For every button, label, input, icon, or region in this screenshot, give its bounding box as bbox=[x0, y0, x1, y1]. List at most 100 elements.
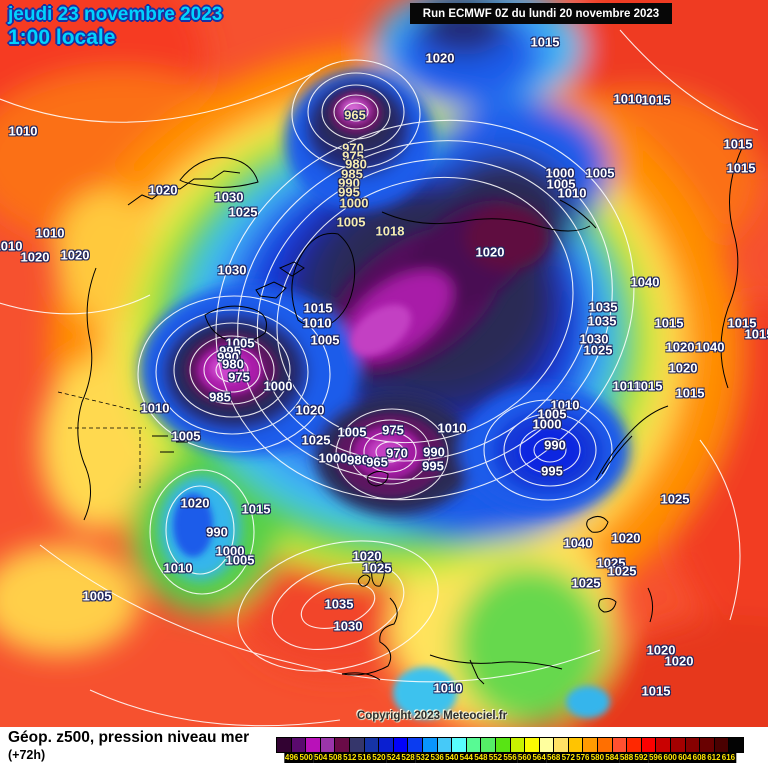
pressure-label: 1035 bbox=[588, 299, 618, 315]
pressure-label: 1005 bbox=[82, 588, 112, 604]
pressure-label: 1005 bbox=[310, 332, 340, 348]
pressure-label: 1020 bbox=[664, 653, 694, 669]
pressure-label: 1020 bbox=[425, 50, 455, 66]
pressure-label: 1030 bbox=[333, 618, 363, 634]
legend-title: Géop. z500, pression niveau mer bbox=[8, 729, 250, 746]
colorbar-segment bbox=[714, 738, 729, 752]
colorbar-segment bbox=[306, 738, 320, 752]
colorbar-segment bbox=[612, 738, 627, 752]
pressure-label: 1025 bbox=[362, 560, 392, 576]
pressure-label: 1000 bbox=[532, 416, 562, 432]
colorbar-segments bbox=[276, 737, 744, 753]
pressure-label: 970 bbox=[342, 140, 364, 156]
valid-hour-text: 1:00 locale bbox=[8, 25, 116, 49]
colorbar-segment bbox=[291, 738, 306, 752]
colorbar-value: 524 bbox=[385, 753, 402, 763]
colorbar-segment bbox=[335, 738, 349, 752]
pressure-label: 1005 bbox=[225, 552, 255, 568]
pressure-label: 1000 bbox=[339, 195, 369, 211]
colorbar-value: 584 bbox=[604, 753, 620, 763]
pressure-label: 975 bbox=[382, 422, 404, 438]
pressure-label: 1015 bbox=[675, 385, 705, 401]
colorbar-segment bbox=[641, 738, 656, 752]
colorbar-value: 496 bbox=[283, 753, 300, 763]
pressure-label: 1025 bbox=[660, 491, 690, 507]
colorbar-value: 528 bbox=[400, 753, 416, 763]
colorbar-segment bbox=[671, 738, 685, 752]
colorbar-value: 568 bbox=[546, 753, 562, 763]
pressure-label: 1015 bbox=[641, 92, 671, 108]
pressure-label: 1030 bbox=[214, 189, 244, 205]
pressure-label: 1035 bbox=[324, 596, 354, 612]
pressure-label: 1015 bbox=[744, 326, 768, 342]
pressure-label: 1005 bbox=[336, 214, 366, 230]
model-run-text: Run ECMWF 0Z du lundi 20 novembre 2023 bbox=[422, 7, 660, 20]
geopotential-field bbox=[0, 0, 768, 727]
pressure-label: 1000 bbox=[215, 543, 245, 559]
colorbar-value: 572 bbox=[560, 753, 576, 763]
colorbar-segment bbox=[729, 738, 743, 752]
copyright-text: Copyright 2023 Meteociel.fr bbox=[356, 710, 508, 722]
pressure-label: 1020 bbox=[20, 249, 50, 265]
pressure-label: 1020 bbox=[668, 360, 698, 376]
pressure-label: 1025 bbox=[571, 575, 601, 591]
pressure-label: 1010 bbox=[8, 123, 38, 139]
pressure-label: 1010 bbox=[0, 238, 23, 254]
colorbar-segment bbox=[568, 738, 583, 752]
colorbar-segment bbox=[364, 738, 379, 752]
colorbar-segment bbox=[554, 738, 568, 752]
pressure-label: 1018 bbox=[375, 223, 405, 239]
colorbar-value: 612 bbox=[706, 753, 722, 763]
colorbar-value: 516 bbox=[356, 753, 373, 763]
valid-time: jeudi 23 novembre 2023 1:00 locale bbox=[8, 4, 222, 50]
colorbar-value: 520 bbox=[371, 753, 387, 763]
colorbar-value: 552 bbox=[487, 753, 504, 763]
pressure-label: 1015 bbox=[727, 315, 757, 331]
pressure-label: 1005 bbox=[337, 424, 367, 440]
pressure-label: 1015 bbox=[633, 378, 663, 394]
pressure-label: 1020 bbox=[475, 244, 505, 260]
colorbar-segment bbox=[349, 738, 364, 752]
pressure-label: 1015 bbox=[303, 300, 333, 316]
colorbar-segment bbox=[539, 738, 554, 752]
colorbar-value: 560 bbox=[516, 753, 533, 763]
pressure-label: 1025 bbox=[301, 432, 331, 448]
colorbar-value: 548 bbox=[473, 753, 489, 763]
pressure-label: 1005 bbox=[171, 428, 201, 444]
colorbar-segment bbox=[627, 738, 641, 752]
colorbar-segment bbox=[437, 738, 452, 752]
pressure-label: 990 bbox=[217, 349, 239, 365]
pressure-label: 990 bbox=[423, 444, 445, 460]
pressure-label: 1025 bbox=[228, 204, 258, 220]
map-canvas: 1010101010101020102010201030102510301015… bbox=[0, 0, 768, 727]
colorbar-value: 540 bbox=[444, 753, 460, 763]
pressure-label: 970 bbox=[386, 445, 408, 461]
pressure-label: 1005 bbox=[585, 165, 615, 181]
pressure-label: 1015 bbox=[723, 136, 753, 152]
colorbar-segment bbox=[466, 738, 481, 752]
colorbar-value: 608 bbox=[691, 753, 707, 763]
pressure-label: 1000 bbox=[263, 378, 293, 394]
colorbar-value: 500 bbox=[298, 753, 314, 763]
colorbar-value: 536 bbox=[429, 753, 445, 763]
pressure-label: 1020 bbox=[148, 182, 178, 198]
colorbar-segment bbox=[656, 738, 671, 752]
pressure-label: 985 bbox=[341, 166, 363, 182]
pressure-label: 1010 bbox=[140, 400, 170, 416]
colorbar-segment bbox=[510, 738, 525, 752]
pressure-label: 1005 bbox=[225, 335, 255, 351]
pressure-label: 980 bbox=[222, 356, 244, 372]
pressure-label: 995 bbox=[338, 184, 360, 200]
pressure-label: 1020 bbox=[60, 247, 90, 263]
pressure-label: 1030 bbox=[217, 262, 247, 278]
pressure-label: 1040 bbox=[630, 274, 660, 290]
colorbar-segment bbox=[277, 738, 291, 752]
pressure-label: 1010 bbox=[302, 315, 332, 331]
pressure-label: 1035 bbox=[587, 313, 617, 329]
pressure-label: 1010 bbox=[437, 420, 467, 436]
colorbar-value: 532 bbox=[414, 753, 431, 763]
colorbar-value: 512 bbox=[342, 753, 358, 763]
colorbar-segment bbox=[408, 738, 422, 752]
pressure-label: 1000 bbox=[545, 165, 575, 181]
colorbar-value: 576 bbox=[575, 753, 591, 763]
